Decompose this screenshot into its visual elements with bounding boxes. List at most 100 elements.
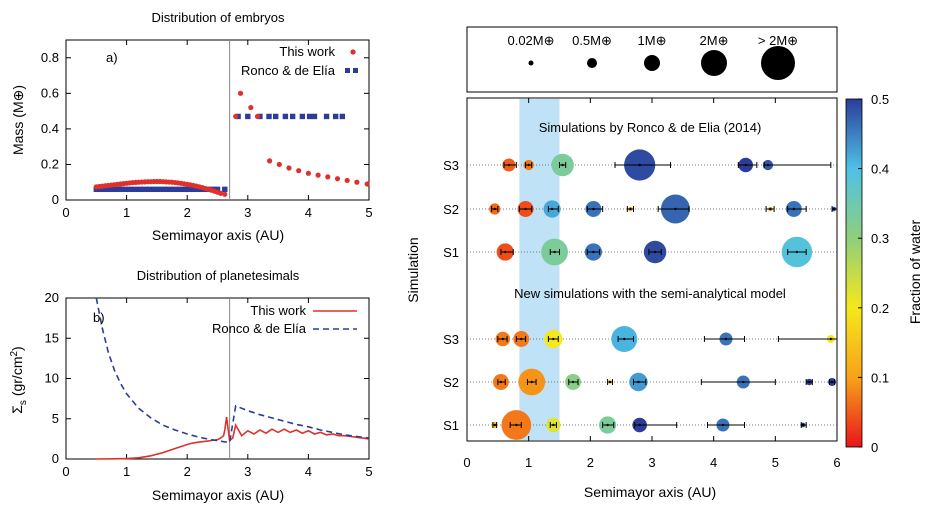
this-work-point xyxy=(233,113,239,120)
panel-c: 0.02M⊕ 0.5M⊕ 1M⊕ 2M⊕ > 2M⊕ S3 S2 S1 S3 S2 S1 0 1 2 3 4… xyxy=(405,26,923,500)
this-work-point xyxy=(325,174,331,180)
ronco-square xyxy=(195,186,201,193)
y-tick-label-a-0: 0 xyxy=(52,192,59,207)
size-legend-dot-0 xyxy=(528,60,534,66)
planet-center xyxy=(623,337,626,341)
panel-c-marks xyxy=(467,149,838,440)
planet-center xyxy=(608,380,612,384)
this-work-point xyxy=(254,113,261,120)
planet-center xyxy=(742,380,745,384)
ronco-square xyxy=(103,186,109,193)
x-tick-label-a-3: 3 xyxy=(244,205,251,220)
x-tick-label-c-1: 1 xyxy=(525,455,532,470)
ronco-square xyxy=(306,113,313,120)
ronco-square xyxy=(222,186,228,193)
ronco-square xyxy=(122,186,129,193)
panel-b-ylabel-unit: (gr/cm xyxy=(9,357,25,401)
legend-b-this-work: This work xyxy=(250,303,306,318)
this-work-point xyxy=(334,176,341,182)
ronco-square xyxy=(190,186,196,193)
planet-center xyxy=(515,423,518,427)
size-legend-dot-3 xyxy=(701,50,727,76)
panel-a-label: a) xyxy=(106,50,118,65)
planet-center xyxy=(571,380,575,384)
size-legend-label-2: 1M⊕ xyxy=(638,33,667,48)
planet-center xyxy=(520,337,523,341)
panel-b-ylabel-sigma: Σ xyxy=(9,405,25,414)
panel-c-xlabel: Semimayor axis (AU) xyxy=(584,484,716,500)
legend-a-this-work: This work xyxy=(279,44,335,59)
panel-b-ylabel: Σs (gr/cm2) xyxy=(9,346,29,413)
planet-center xyxy=(638,163,641,167)
ronco-square xyxy=(311,113,318,120)
planet-center xyxy=(638,423,641,427)
group-heading-new: New simulations with the semi-analytical… xyxy=(514,286,786,301)
panel-b-ylabel-sup: 2 xyxy=(9,351,20,357)
ronco-square xyxy=(171,186,177,193)
ronco-line xyxy=(95,297,370,444)
panel-a-legend: This work Ronco & de Elía xyxy=(241,44,358,78)
panel-a-xlabel: Semimayor axis (AU) xyxy=(152,227,284,243)
ronco-square xyxy=(132,186,138,193)
planet-center xyxy=(795,250,799,254)
planet-center xyxy=(592,207,595,211)
legend-b-ronco: Ronco & de Elía xyxy=(212,321,307,336)
x-tick-label-a-0: 0 xyxy=(62,205,69,220)
planet-center xyxy=(501,337,504,341)
panel-a-title: Distribution of embryos xyxy=(152,10,285,25)
panel-b-xlabel: Semimayor axis (AU) xyxy=(152,487,284,503)
planet-center xyxy=(637,380,640,384)
panel-b-ylabel-close: ) xyxy=(9,346,25,351)
ronco-square xyxy=(332,113,339,120)
planet-center xyxy=(829,337,833,341)
x-tick-label-b-3: 3 xyxy=(244,464,251,479)
this-work-point xyxy=(305,170,311,176)
planet-center xyxy=(792,207,796,211)
this-work-point xyxy=(354,179,360,185)
x-tick-label-c-2: 2 xyxy=(587,455,594,470)
planet-center xyxy=(552,423,555,427)
panel-b-legend: This work Ronco & de Elía xyxy=(212,303,357,336)
ronco-square xyxy=(117,186,124,193)
y-tick-label-a-3: 0.6 xyxy=(41,85,59,100)
panel-a-frame xyxy=(65,39,370,201)
panel-b-label: b) xyxy=(93,310,105,325)
panel-a: Distribution of embryos 0 1 2 3 4 5 0 0.2 0.4 0.6… xyxy=(10,10,373,243)
group-heading-ronco: Simulations by Ronco & de Elia (2014) xyxy=(539,120,762,135)
colorbar-tick-label-2: 0.2 xyxy=(871,301,889,316)
planet-center xyxy=(507,163,511,167)
panel-b: Distribution of planetesimals 0 1 2 3 4 5 0 5 10… xyxy=(9,268,373,503)
planet-center xyxy=(527,163,530,167)
size-legend-label-4: > 2M⊕ xyxy=(758,33,798,48)
size-legend-dot-4 xyxy=(761,46,795,80)
size-legend-label-3: 2M⊕ xyxy=(700,33,729,48)
ronco-square xyxy=(289,113,296,120)
row-label-s3: S3 xyxy=(443,332,459,347)
ronco-square xyxy=(156,186,163,193)
row-label-s3: S3 xyxy=(443,158,459,173)
size-legend-label-0: 0.02M⊕ xyxy=(507,33,554,48)
this-work-point xyxy=(237,90,244,96)
this-work-point xyxy=(296,168,302,174)
panel-c-ylabel: Simulation xyxy=(405,237,421,302)
this-work-point xyxy=(222,191,228,197)
panel-b-ticks: 0 1 2 3 4 5 0 5 10 15 20 xyxy=(45,290,373,479)
ronco-square xyxy=(166,186,172,193)
planet-center xyxy=(504,250,507,254)
x-tick-label-a-1: 1 xyxy=(123,205,130,220)
y-tick-label-b-0: 0 xyxy=(52,451,59,466)
colorbar-label: Fraction of water xyxy=(907,220,923,325)
colorbar-ticks: 0 0.1 0.2 0.3 0.4 0.5 xyxy=(858,92,889,455)
planet-center xyxy=(553,250,556,254)
panel-b-title: Distribution of planetesimals xyxy=(137,268,300,283)
planet-center xyxy=(550,207,554,211)
this-work-line xyxy=(96,416,370,460)
legend-a-this-work-marker xyxy=(350,49,356,55)
panel-a-ticks: 0 1 2 3 4 5 0 0.2 0.4 0.6 0.8 xyxy=(41,40,373,220)
y-tick-label-b-4: 20 xyxy=(45,290,59,305)
ronco-square xyxy=(214,186,221,193)
ronco-square xyxy=(245,113,251,120)
ronco-square xyxy=(98,186,104,193)
x-tick-label-c-4: 4 xyxy=(710,455,717,470)
